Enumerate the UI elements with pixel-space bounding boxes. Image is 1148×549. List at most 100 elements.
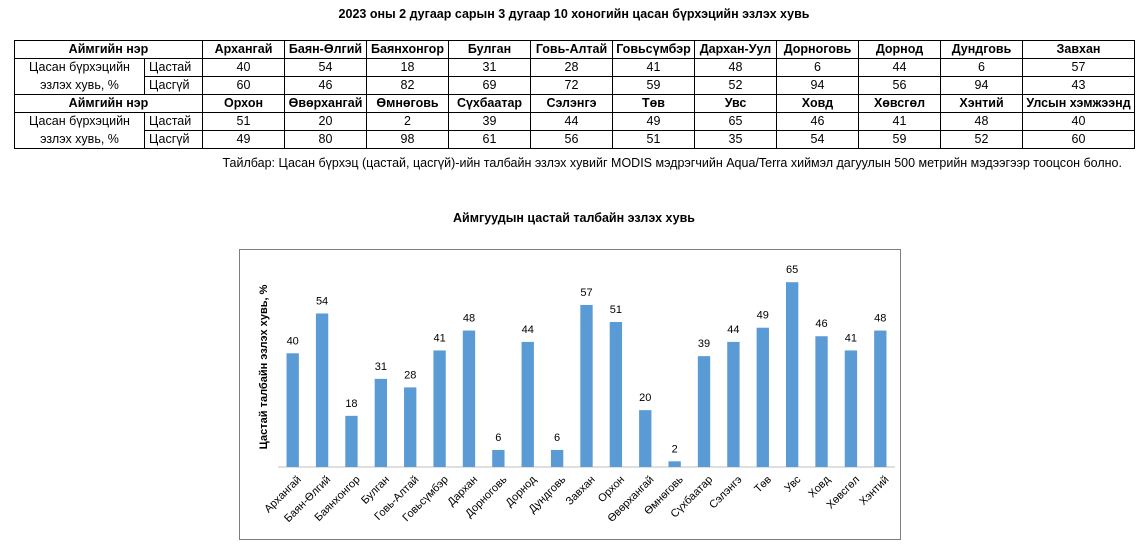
data-label: 49 [757,310,769,322]
table-header-aimag: Дархан-Уул [694,40,777,59]
bar [286,353,299,467]
x-tick-label: Сэлэнгэ [707,473,745,511]
data-label: 31 [375,361,387,373]
table-cell-snow: 28 [530,58,613,77]
bar [844,350,858,467]
table-cell-nosnow: 61 [448,130,531,149]
table-header-aimag: Баян-Өлгий [284,40,367,59]
table-header-aimag: Булган [448,40,531,59]
table-cell-snow: 46 [776,112,859,131]
data-label: 6 [495,432,501,444]
bar [345,415,358,467]
table-cell-snow: 41 [612,58,695,77]
table-cell-nosnow: 72 [530,76,613,95]
table-cell-snow: 6 [940,58,1023,77]
table-header-aimag: Говьсүмбэр [612,40,695,59]
table-header-aimag: Улсын хэмжээнд [1022,94,1135,113]
data-label: 44 [522,324,534,336]
table-cell-nosnow: 56 [858,76,941,95]
table-cell-snow: 65 [694,112,777,131]
table-cell-snow: 41 [858,112,941,131]
table-header-aimag: Хэнтий [940,94,1023,113]
table-header-aimag: Увс [694,94,777,113]
table-header-aimag: Ховд [776,94,859,113]
table-header-aimag: Орхон [202,94,285,113]
table-cell-nosnow: 56 [530,130,613,149]
table-cell-nosnow: 59 [858,130,941,149]
data-label: 54 [316,295,328,307]
data-label: 48 [463,313,475,325]
table-cell-nosnow: 52 [694,76,777,95]
bar [462,330,476,467]
x-tick-label: Завхан [564,474,598,508]
bar [668,461,681,467]
table-header-aimag: Дорнод [858,40,941,59]
table-cell-nosnow: 94 [776,76,859,95]
data-label: 28 [404,369,416,381]
data-label: 65 [786,264,798,276]
table-cell-snow: 44 [530,112,613,131]
chart-area: 40 Архангай 54 Баян-Өлгий 18 Баянхонгор 31 Булг… [239,249,901,540]
data-label: 44 [727,324,739,336]
data-label: 57 [580,287,592,299]
bar [756,327,769,467]
page-title: 2023 оны 2 дугаар сарын 3 дугаар 10 хоно… [338,7,810,21]
data-label: 51 [610,304,622,316]
bar [785,282,799,467]
data-label: 39 [698,338,710,350]
table-cell-snow: 40 [1022,112,1135,131]
data-label: 18 [345,398,357,410]
bar [727,341,740,467]
table-header-aimag: Говь-Алтай [530,40,613,59]
table-cell-snow: 40 [202,58,285,77]
data-label: 6 [554,432,560,444]
table-cell-snow: 44 [858,58,941,77]
data-label: 41 [433,332,445,344]
table-cell-nosnow: 59 [612,76,695,95]
table-cell-snow: 48 [694,58,777,77]
bar [492,449,505,467]
table-cell-nosnow: 69 [448,76,531,95]
bar [874,330,887,467]
row-sublabel-nosnow: Цасгүй [144,76,203,95]
row-label-line2: эзлэх хувь, % [14,130,145,149]
table-header-aimag: Сэлэнгэ [530,94,613,113]
table-header-name: Аймгийн нэр [14,40,203,59]
table-cell-snow: 2 [366,112,449,131]
bar-chart: 40Архангай54Баян-Өлгий18Баянхонгор31Булг… [258,264,895,525]
y-axis-title: Цастай талбайн эзлэх хувь, % [258,284,270,449]
table-cell-nosnow: 82 [366,76,449,95]
snow-cover-table: Аймгийн нэр Архангай Баян-Өлгий Баянхонгор Б… [14,40,1135,149]
bar [550,449,564,467]
data-label: 46 [815,318,827,330]
bar [374,378,388,467]
table-cell-snow: 18 [366,58,449,77]
data-label: 48 [874,313,886,325]
bar [433,350,446,467]
table-cell-snow: 49 [612,112,695,131]
data-label: 20 [639,392,651,404]
x-tick-label: Төв [752,474,774,496]
bar [315,313,329,467]
table-cell-snow: 39 [448,112,531,131]
data-label: 40 [287,335,299,347]
table-cell-nosnow: 49 [202,130,285,149]
table-header-name: Аймгийн нэр [14,94,203,113]
bar [521,341,534,467]
table-cell-nosnow: 98 [366,130,449,149]
table-cell-snow: 48 [940,112,1023,131]
table-cell-snow: 54 [284,58,367,77]
x-tick-label: Увс [782,473,803,494]
bar [815,336,828,467]
table-header-aimag: Дундговь [940,40,1023,59]
table-cell-nosnow: 94 [940,76,1023,95]
row-sublabel-nosnow: Цасгүй [144,130,203,149]
row-label-line2: эзлэх хувь, % [14,76,145,95]
table-cell-nosnow: 52 [940,130,1023,149]
row-label-line1: Цасан бүрхэцийн [14,112,145,131]
x-tick-label: Хөвсгөл [825,474,863,512]
bar [404,387,417,467]
table-cell-nosnow: 51 [612,130,695,149]
bar [580,304,593,467]
table-cell-nosnow: 35 [694,130,777,149]
